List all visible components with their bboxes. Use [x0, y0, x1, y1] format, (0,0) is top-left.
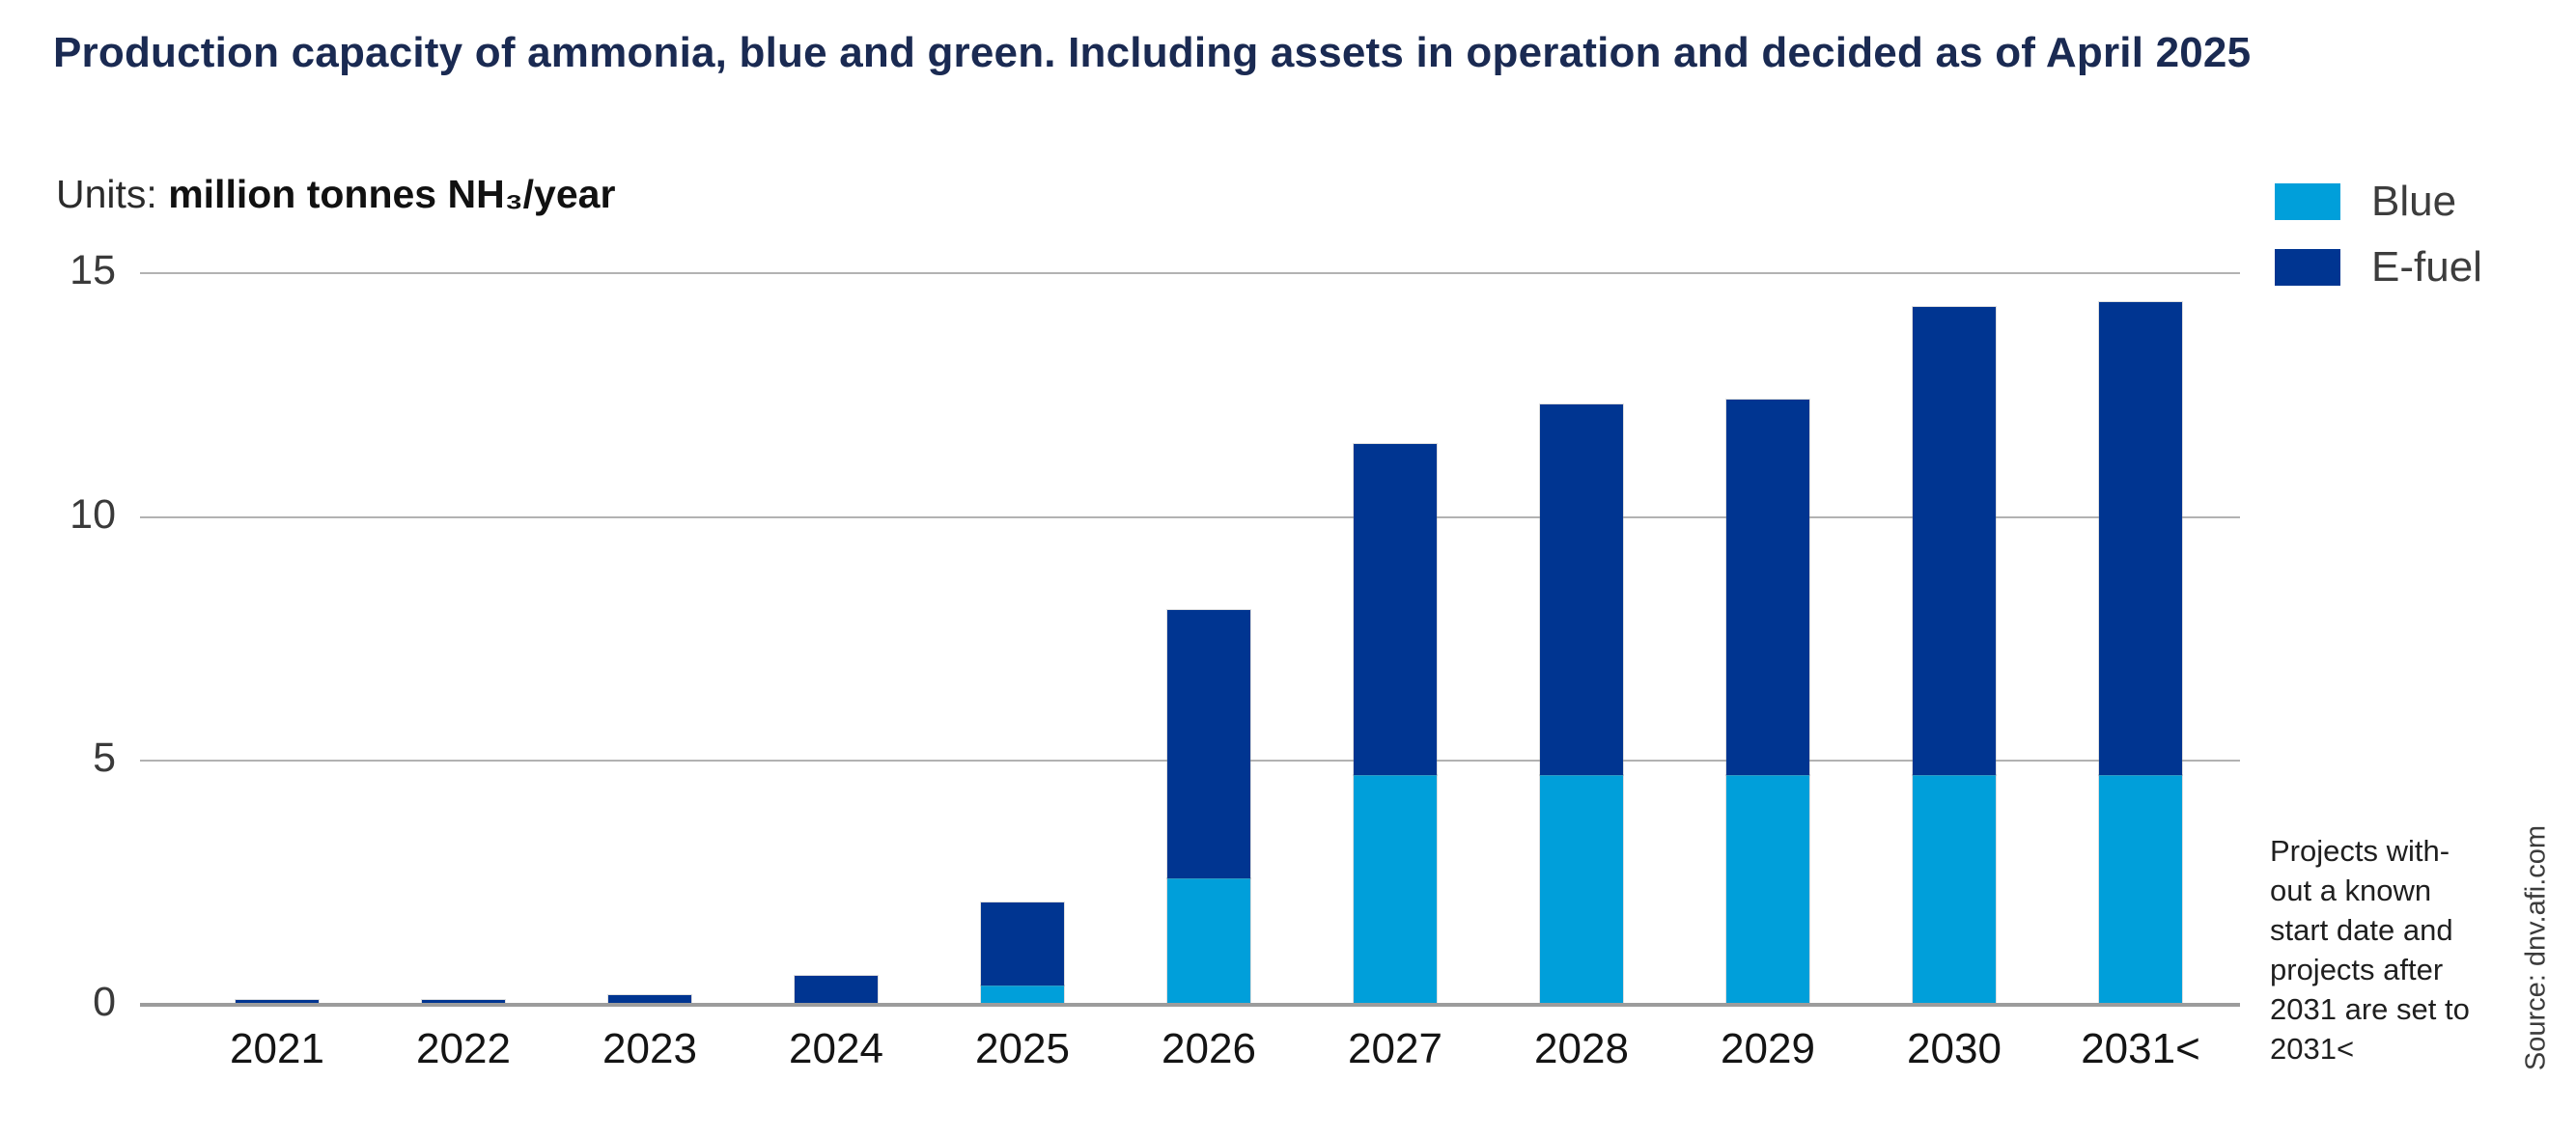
bar-segment-e-fuel-2026	[1167, 609, 1250, 878]
bar-segment-blue-2026	[1167, 877, 1250, 1005]
y-tick-label: 10	[70, 490, 116, 538]
x-tick-label: 2029	[1721, 1025, 1815, 1072]
bar-segment-blue-2030	[1913, 775, 1996, 1005]
legend-item-efuel: E-fuel	[2275, 243, 2482, 291]
x-tick-label: 2030	[1907, 1025, 2002, 1072]
gridline-y10	[140, 515, 2240, 518]
bar-segment-blue-2028	[1540, 775, 1623, 1005]
x-axis-line	[140, 1003, 2240, 1007]
footnote-line: 2031<	[2270, 1031, 2355, 1066]
bar-segment-e-fuel-2025	[981, 902, 1064, 985]
bar-segment-e-fuel-2029	[1726, 400, 1809, 776]
units-prefix: Units:	[56, 172, 169, 216]
bar-segment-e-fuel-2023	[608, 994, 691, 1005]
bar-segment-e-fuel-2027	[1354, 443, 1437, 776]
legend-label-blue: Blue	[2371, 178, 2457, 225]
footnote-line: projects after	[2270, 952, 2444, 986]
x-tick-label: 2021	[230, 1025, 324, 1072]
x-tick-label: 2025	[975, 1025, 1070, 1072]
x-tick-label: 2028	[1534, 1025, 1629, 1072]
legend: Blue E-fuel	[2275, 178, 2482, 313]
bar-segment-e-fuel-2022	[422, 999, 505, 1005]
bar-segment-blue-2027	[1354, 775, 1437, 1005]
units-label: Units: million tonnes NH₃/year	[56, 172, 615, 217]
footnote-line: Projects with-	[2270, 834, 2450, 868]
chart-title: Production capacity of ammonia, blue and…	[53, 29, 2252, 76]
bar-segment-e-fuel-2030	[1913, 307, 1996, 776]
x-tick-label: 2023	[602, 1025, 697, 1072]
footnote-line: out a known	[2270, 873, 2432, 907]
y-tick-label: 5	[93, 735, 116, 782]
bar-segment-blue-2025	[981, 985, 1064, 1005]
gridline-y15	[140, 272, 2240, 274]
footnote-line: 2031 are set to	[2270, 991, 2470, 1026]
bar-segment-blue-2031<	[2099, 775, 2182, 1005]
footnote-line: start date and	[2270, 912, 2453, 947]
x-tick-label: 2024	[789, 1025, 883, 1072]
bar-segment-e-fuel-2024	[795, 975, 878, 1005]
bar-segment-e-fuel-2028	[1540, 404, 1623, 776]
source-credit: Source: dnv.afi.com	[2520, 824, 2552, 1071]
y-tick-label: 15	[70, 247, 116, 293]
legend-label-efuel: E-fuel	[2371, 243, 2482, 291]
x-tick-label: 2026	[1162, 1025, 1256, 1072]
legend-item-blue: Blue	[2275, 178, 2482, 225]
bar-segment-e-fuel-2021	[236, 999, 319, 1005]
bar-segment-blue-2029	[1726, 775, 1809, 1005]
x-tick-label: 2027	[1348, 1025, 1442, 1072]
x-tick-label: 2031<	[2081, 1025, 2200, 1072]
bar-segment-e-fuel-2031<	[2099, 302, 2182, 776]
legend-swatch-blue	[2275, 183, 2340, 220]
y-tick-label: 0	[93, 979, 116, 1025]
x-tick-label: 2022	[416, 1025, 511, 1072]
chart-footnote: Projects with- out a known start date an…	[2270, 832, 2531, 1069]
units-value: million tonnes NH₃/year	[168, 172, 616, 216]
legend-swatch-efuel	[2275, 249, 2340, 286]
